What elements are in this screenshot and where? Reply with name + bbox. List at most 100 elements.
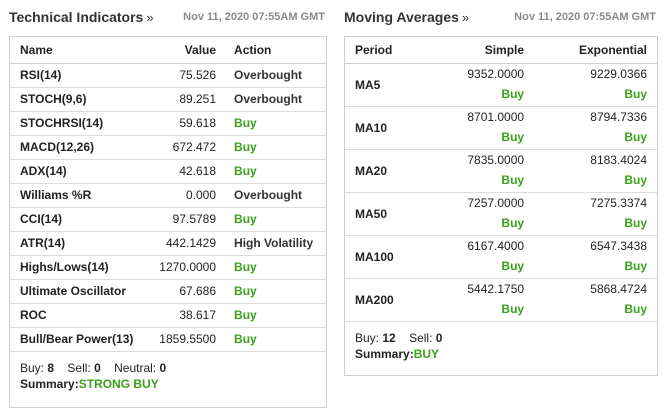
table-header-row: Name Value Action [10,37,326,64]
sell-count-label: Sell: [409,330,433,345]
table-row: Highs/Lows(14) 1270.0000 Buy [10,255,326,280]
ma-period: MA20 [345,149,427,193]
ma-simple-signal: Buy [501,258,525,273]
ma-exponential-signal: Buy [624,301,647,316]
ma-exponential-cell: 8794.7336 Buy [534,106,657,150]
ma-exponential-value: 5868.4724 [590,281,647,296]
indicator-action: Buy [224,207,326,232]
header-action: Action [224,37,326,64]
indicator-action: Overbought [224,63,326,88]
moving-averages-section: Moving Averages» Nov 11, 2020 07:55AM GM… [344,0,658,376]
moving-averages-title: Moving Averages [344,9,459,25]
table-row: CCI(14) 97.5789 Buy [10,207,326,232]
indicator-value: 97.5789 [147,207,225,232]
moving-averages-timestamp: Nov 11, 2020 07:55AM GMT [514,11,656,23]
ma-simple-signal: Buy [501,129,525,144]
header-period: Period [345,37,427,64]
ma-exponential-value: 7275.3374 [590,195,647,210]
indicator-name: Williams %R [10,183,148,208]
sell-count: 0 [94,360,101,375]
ma-simple-signal: Buy [501,301,525,316]
indicator-action: Buy [224,135,326,160]
ma-period: MA100 [345,235,427,279]
indicator-value: 672.472 [147,135,225,160]
table-row: STOCH(9,6) 89.251 Overbought [10,87,326,112]
table-row: RSI(14) 75.526 Overbought [10,63,326,88]
indicator-name: STOCHRSI(14) [10,111,148,136]
indicator-action: Buy [224,303,326,328]
header-value: Value [147,37,225,64]
ma-exponential-signal: Buy [624,258,647,273]
buy-count-label: Buy: [20,360,45,375]
ma-simple-signal: Buy [501,215,525,230]
moving-summary: Buy: 12 Sell: 0 Summary:BUY [345,322,657,362]
indicator-name: Bull/Bear Power(13) [10,327,148,352]
indicator-name: STOCH(9,6) [10,87,148,112]
indicator-action: Buy [224,255,326,280]
indicator-action: Buy [224,111,326,136]
ma-exponential-cell: 7275.3374 Buy [534,192,657,236]
moving-averages-title-link[interactable]: Moving Averages» [344,9,469,25]
ma-simple-cell: 7835.0000 Buy [426,149,535,193]
header-exponential: Exponential [534,37,657,64]
technical-indicators-timestamp: Nov 11, 2020 07:55AM GMT [183,11,325,23]
indicator-value: 42.618 [147,159,225,184]
table-row: Ultimate Oscillator 67.686 Buy [10,279,326,304]
ma-simple-cell: 9352.0000 Buy [426,63,535,107]
moving-counts: Buy: 12 Sell: 0 [355,330,647,346]
indicator-name: Ultimate Oscillator [10,279,148,304]
technical-indicators-title-link[interactable]: Technical Indicators» [9,9,154,25]
indicator-name: MACD(12,26) [10,135,148,160]
table-row: ROC 38.617 Buy [10,303,326,328]
indicator-value: 1859.5500 [147,327,225,352]
indicator-name: Highs/Lows(14) [10,255,148,280]
chevron-right-icon: » [461,10,470,25]
technical-counts: Buy: 8 Sell: 0 Neutral: 0 [20,360,316,376]
ma-exponential-cell: 9229.0366 Buy [534,63,657,107]
indicator-value: 38.617 [147,303,225,328]
ma-simple-cell: 8701.0000 Buy [426,106,535,150]
indicator-value: 75.526 [147,63,225,88]
ma-simple-value: 9352.0000 [467,66,525,81]
summary-value: STRONG BUY [78,376,159,391]
ma-period: MA5 [345,63,427,107]
ma-exponential-value: 6547.3438 [590,238,647,253]
technical-indicators-table: Name Value Action RSI(14) 75.526 Overbough… [10,37,326,352]
technical-indicators-panel: Name Value Action RSI(14) 75.526 Overbough… [9,36,327,408]
summary-value: BUY [413,346,440,361]
indicator-name: ROC [10,303,148,328]
moving-averages-header: Moving Averages» Nov 11, 2020 07:55AM GM… [344,0,658,36]
table-row: Bull/Bear Power(13) 1859.5500 Buy [10,327,326,352]
indicator-action: High Volatility [224,231,326,256]
indicator-value: 67.686 [147,279,225,304]
ma-exponential-value: 8794.7336 [590,109,647,124]
ma-simple-value: 7835.0000 [467,152,525,167]
table-row: MA50 7257.0000 Buy 7275.3374 Buy [345,192,657,236]
ma-simple-value: 8701.0000 [467,109,525,124]
ma-period: MA10 [345,106,427,150]
ma-simple-cell: 5442.1750 Buy [426,278,535,322]
indicator-value: 1270.0000 [147,255,225,280]
moving-averages-panel: Period Simple Exponential MA5 9352.0000 Bu… [344,36,658,376]
ma-simple-signal: Buy [501,86,525,101]
ma-simple-value: 7257.0000 [467,195,525,210]
indicator-action: Overbought [224,87,326,112]
technical-summary-line: Summary:STRONG BUY [20,376,316,392]
table-row: MA100 6167.4000 Buy 6547.3438 Buy [345,235,657,279]
ma-exponential-signal: Buy [624,86,647,101]
ma-simple-cell: 7257.0000 Buy [426,192,535,236]
ma-exponential-cell: 6547.3438 Buy [534,235,657,279]
ma-period: MA50 [345,192,427,236]
sell-count-label: Sell: [67,360,91,375]
indicator-name: RSI(14) [10,63,148,88]
buy-count: 12 [382,330,396,345]
indicator-value: 442.1429 [147,231,225,256]
ma-period: MA200 [345,278,427,322]
table-row: MA5 9352.0000 Buy 9229.0366 Buy [345,63,657,107]
indicator-action: Buy [224,279,326,304]
header-simple: Simple [426,37,535,64]
table-row: MA10 8701.0000 Buy 8794.7336 Buy [345,106,657,150]
ma-exponential-cell: 5868.4724 Buy [534,278,657,322]
table-row: MACD(12,26) 672.472 Buy [10,135,326,160]
indicator-action: Overbought [224,183,326,208]
